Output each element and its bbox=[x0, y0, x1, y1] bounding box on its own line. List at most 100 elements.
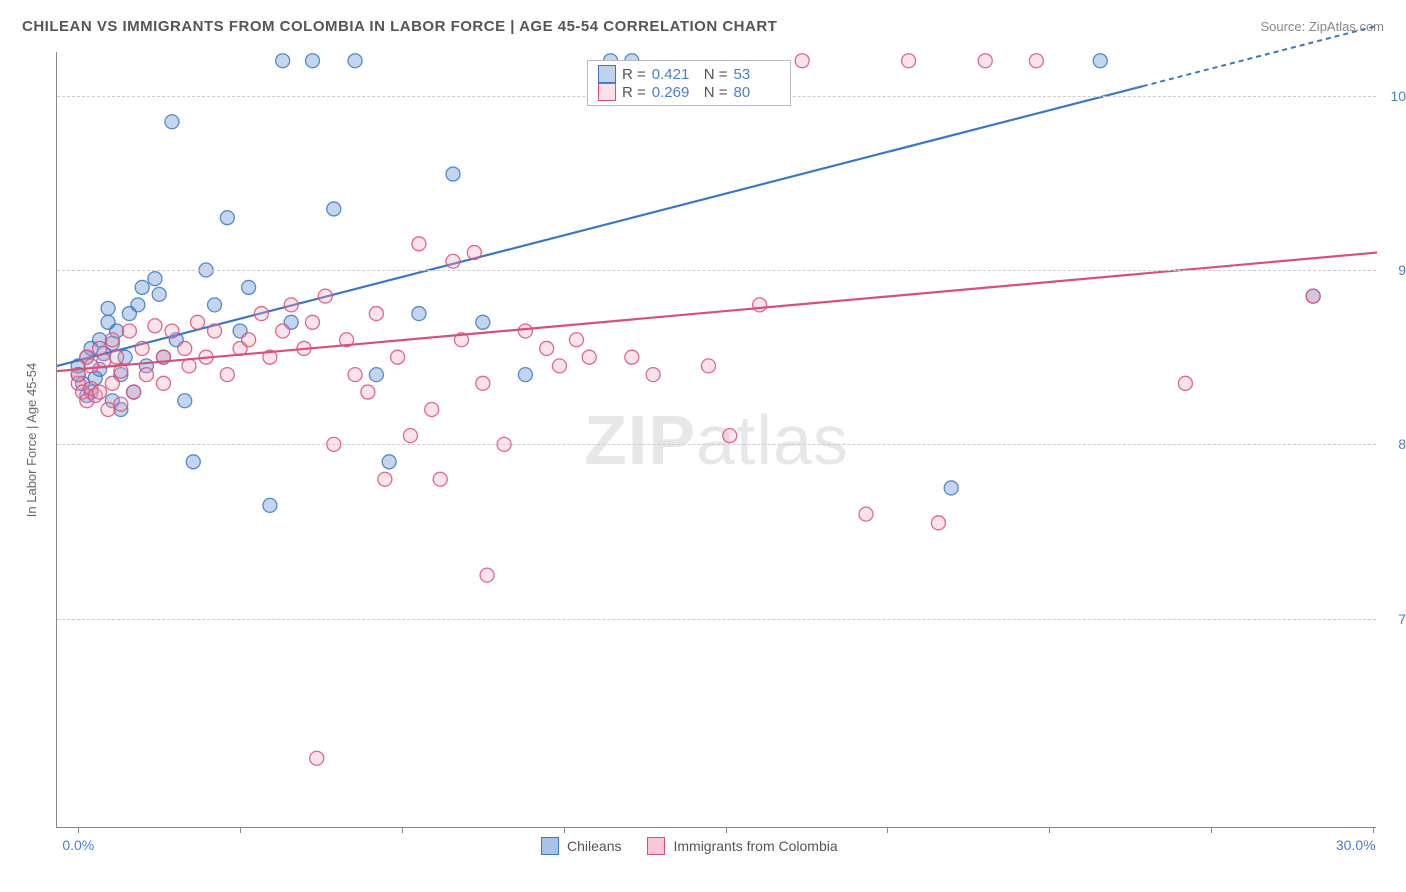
scatter-point bbox=[242, 333, 256, 347]
scatter-point bbox=[902, 54, 916, 68]
scatter-point bbox=[978, 54, 992, 68]
scatter-point bbox=[433, 472, 447, 486]
scatter-point bbox=[1093, 54, 1107, 68]
legend-n-value: 80 bbox=[734, 84, 780, 101]
scatter-point bbox=[1029, 54, 1043, 68]
gridline bbox=[57, 619, 1376, 620]
x-tick-label: 30.0% bbox=[1336, 837, 1376, 853]
header: CHILEAN VS IMMIGRANTS FROM COLOMBIA IN L… bbox=[22, 18, 1384, 35]
scatter-point bbox=[403, 429, 417, 443]
x-tick bbox=[1049, 827, 1050, 833]
scatter-point bbox=[165, 115, 179, 129]
scatter-point bbox=[476, 315, 490, 329]
scatter-point bbox=[156, 376, 170, 390]
scatter-point bbox=[361, 385, 375, 399]
legend-swatch bbox=[598, 83, 616, 101]
scatter-point bbox=[110, 350, 124, 364]
scatter-point bbox=[191, 315, 205, 329]
scatter-point bbox=[208, 298, 222, 312]
scatter-point bbox=[165, 324, 179, 338]
y-tick-label: 90.0% bbox=[1398, 262, 1406, 278]
scatter-point bbox=[480, 568, 494, 582]
scatter-point bbox=[105, 333, 119, 347]
scatter-point bbox=[127, 385, 141, 399]
scatter-point bbox=[84, 359, 98, 373]
scatter-point bbox=[101, 402, 115, 416]
legend-r-value: 0.269 bbox=[652, 84, 698, 101]
scatter-point bbox=[582, 350, 596, 364]
x-tick bbox=[887, 827, 888, 833]
scatter-point bbox=[105, 376, 119, 390]
scatter-point bbox=[254, 307, 268, 321]
scatter-point bbox=[412, 307, 426, 321]
legend-stats-row: R =0.269N =80 bbox=[598, 83, 780, 101]
scatter-point bbox=[318, 289, 332, 303]
scatter-point bbox=[135, 280, 149, 294]
legend-stats: R =0.421N =53R =0.269N =80 bbox=[587, 60, 791, 106]
scatter-point bbox=[795, 54, 809, 68]
scatter-plot bbox=[57, 52, 1376, 827]
gridline bbox=[57, 270, 1376, 271]
scatter-point bbox=[348, 54, 362, 68]
scatter-point bbox=[182, 359, 196, 373]
scatter-point bbox=[186, 455, 200, 469]
scatter-point bbox=[148, 319, 162, 333]
x-tick bbox=[726, 827, 727, 833]
scatter-point bbox=[701, 359, 715, 373]
scatter-point bbox=[446, 254, 460, 268]
legend-n-value: 53 bbox=[734, 66, 780, 83]
scatter-point bbox=[1306, 289, 1320, 303]
scatter-point bbox=[369, 307, 383, 321]
y-tick-label: 80.0% bbox=[1398, 436, 1406, 452]
scatter-point bbox=[540, 341, 554, 355]
scatter-point bbox=[310, 751, 324, 765]
x-tick bbox=[78, 827, 79, 833]
scatter-point bbox=[378, 472, 392, 486]
y-tick-label: 100.0% bbox=[1391, 88, 1406, 104]
scatter-point bbox=[391, 350, 405, 364]
legend-swatch bbox=[647, 837, 665, 855]
scatter-point bbox=[131, 298, 145, 312]
scatter-point bbox=[220, 368, 234, 382]
scatter-point bbox=[263, 498, 277, 512]
legend-stats-row: R =0.421N =53 bbox=[598, 65, 780, 83]
scatter-point bbox=[101, 301, 115, 315]
scatter-point bbox=[569, 333, 583, 347]
scatter-point bbox=[93, 385, 107, 399]
scatter-point bbox=[148, 272, 162, 286]
scatter-point bbox=[242, 280, 256, 294]
scatter-point bbox=[139, 368, 153, 382]
scatter-point bbox=[114, 397, 128, 411]
scatter-point bbox=[931, 516, 945, 530]
legend-label: Immigrants from Colombia bbox=[673, 838, 837, 854]
scatter-point bbox=[646, 368, 660, 382]
scatter-point bbox=[723, 429, 737, 443]
scatter-point bbox=[369, 368, 383, 382]
scatter-point bbox=[518, 368, 532, 382]
scatter-point bbox=[476, 376, 490, 390]
legend-r-value: 0.421 bbox=[652, 66, 698, 83]
scatter-point bbox=[859, 507, 873, 521]
scatter-point bbox=[467, 246, 481, 260]
y-tick-label: 70.0% bbox=[1398, 611, 1406, 627]
scatter-point bbox=[425, 402, 439, 416]
legend-r-label: R = bbox=[622, 84, 646, 101]
scatter-point bbox=[178, 394, 192, 408]
scatter-point bbox=[625, 350, 639, 364]
scatter-point bbox=[208, 324, 222, 338]
x-tick bbox=[1211, 827, 1212, 833]
chart-title: CHILEAN VS IMMIGRANTS FROM COLOMBIA IN L… bbox=[22, 18, 777, 35]
scatter-point bbox=[1178, 376, 1192, 390]
scatter-point bbox=[412, 237, 426, 251]
x-tick bbox=[240, 827, 241, 833]
x-tick-label: 0.0% bbox=[62, 837, 94, 853]
legend-swatch bbox=[598, 65, 616, 83]
scatter-point bbox=[327, 202, 341, 216]
x-tick bbox=[1373, 827, 1374, 833]
regression-line bbox=[57, 86, 1143, 366]
scatter-point bbox=[122, 324, 136, 338]
legend-series: ChileansImmigrants from Colombia bbox=[541, 837, 856, 855]
gridline bbox=[57, 444, 1376, 445]
legend-r-label: R = bbox=[622, 66, 646, 83]
scatter-point bbox=[220, 211, 234, 225]
